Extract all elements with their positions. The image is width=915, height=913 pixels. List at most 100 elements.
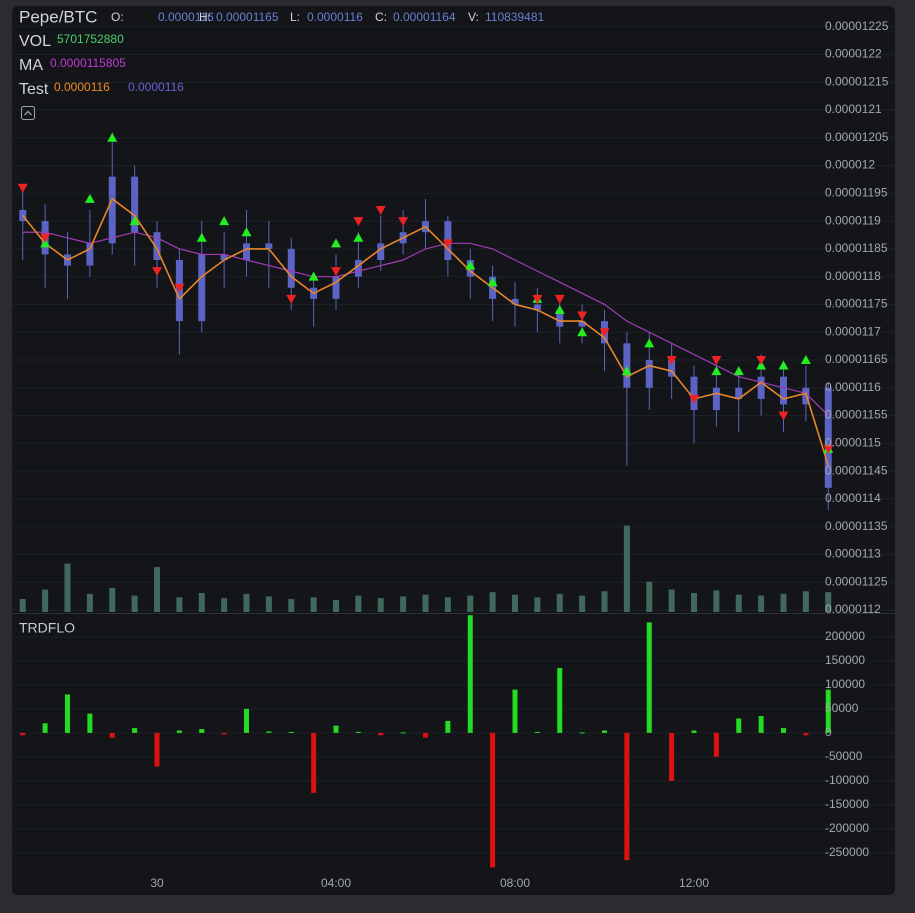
flow-bar <box>20 732 26 736</box>
panel <box>12 6 895 895</box>
sell-signal <box>599 328 610 338</box>
sell-signal <box>152 267 162 277</box>
sell-signal <box>823 444 834 454</box>
ohlcv-value: 110839481 <box>485 10 545 24</box>
y-tick-label: 0.00001175 <box>825 297 888 311</box>
volume-bar <box>601 591 608 612</box>
candle-body <box>131 176 139 233</box>
y-tick-label: 0.00001145 <box>825 463 888 477</box>
legend-ma: MA <box>19 57 43 74</box>
buy-signal <box>353 232 364 242</box>
flow-bar <box>42 723 48 733</box>
y-tick-label: 0.00001165 <box>825 352 888 366</box>
volume-bar <box>154 567 160 612</box>
y-tick-label: 0.0000119 <box>825 213 881 227</box>
y-tick-label: 0 <box>825 725 832 739</box>
flow-bar <box>803 732 809 736</box>
candle-body <box>533 304 541 310</box>
collapse-button[interactable] <box>21 106 35 120</box>
flow-bar <box>288 731 294 733</box>
y-tick-label: -100000 <box>825 773 869 787</box>
flow-bar <box>333 725 339 733</box>
buy-signal <box>107 132 118 142</box>
volume-bar <box>176 597 183 612</box>
y-tick-label: -250000 <box>825 845 869 859</box>
sell-signal <box>554 294 565 304</box>
y-tick-label: 0.0000116 <box>825 380 881 394</box>
flow-bar <box>758 716 764 733</box>
flow-bar <box>423 732 428 738</box>
x-tick-label: 12:00 <box>679 876 709 890</box>
volume-bar <box>64 563 71 612</box>
flow-bar <box>781 728 786 733</box>
y-tick-label: 0.0000118 <box>825 269 881 283</box>
flow-bar <box>602 730 607 733</box>
volume-bar <box>131 595 138 612</box>
flow-bar <box>512 689 518 733</box>
flow-bar <box>445 720 451 733</box>
sell-signal <box>17 183 28 193</box>
sell-signal <box>711 356 722 365</box>
y-tick-label: 200000 <box>825 629 865 643</box>
volume-bar <box>512 594 518 612</box>
y-tick-label: 0.00001155 <box>825 408 888 422</box>
volume-bar <box>691 593 697 612</box>
y-tick-label: -150000 <box>825 797 869 811</box>
marks <box>17 132 834 868</box>
buy-signal <box>487 277 498 287</box>
flow-bar <box>176 730 182 733</box>
volume-bar <box>86 593 93 612</box>
flow-bar <box>199 729 205 733</box>
ohlcv-value: 0.00001164 <box>393 10 456 24</box>
flow-bar <box>154 732 160 767</box>
flow-bar <box>691 730 697 733</box>
volume-bar <box>467 595 474 612</box>
y-tick-label: 0.0000115 <box>825 436 881 450</box>
candle-body <box>86 243 94 266</box>
volume-bar <box>221 598 228 612</box>
flow-bar <box>736 718 742 733</box>
sell-signal <box>174 283 185 293</box>
buy-signal <box>241 227 252 237</box>
line-series <box>22 231 829 416</box>
volume-bar <box>780 593 787 612</box>
legend-vol: VOL <box>19 33 51 50</box>
buy-signal <box>577 327 588 337</box>
candle-body <box>780 376 787 405</box>
candle-body <box>198 254 206 322</box>
volume-bar <box>333 599 339 612</box>
candle-body <box>377 243 385 260</box>
legend-ma-value: 0.0000115805 <box>50 56 126 70</box>
legend-vol-value: 5701752880 <box>57 32 124 46</box>
flow-bar <box>400 732 406 734</box>
buy-signal <box>40 238 51 248</box>
buy-signal <box>465 260 476 270</box>
flow-bar <box>244 708 249 733</box>
buy-signal <box>308 271 319 281</box>
sell-signal <box>689 394 699 404</box>
sell-signal <box>286 294 297 304</box>
ohlcv-value: 0.00001165 <box>216 10 279 24</box>
sell-signal <box>331 267 341 277</box>
y-tick-label: 0.00001225 <box>825 19 889 33</box>
candle-body <box>243 243 250 260</box>
candle-body <box>332 276 340 299</box>
candle-body <box>19 210 27 222</box>
ohlcv-value: 0.0000116 <box>307 10 363 24</box>
buy-signal <box>756 360 767 370</box>
volume-bar <box>668 589 675 612</box>
legend-test-value: 0.0000116 <box>128 80 184 94</box>
flow-bar <box>311 732 317 793</box>
flow-bar <box>669 732 675 781</box>
flow-bar <box>109 732 115 738</box>
candle-body <box>712 387 720 410</box>
volume-bar <box>355 595 362 612</box>
candle-body <box>802 387 810 405</box>
x-tick-label: 30 <box>150 876 164 890</box>
candle-body <box>578 321 586 327</box>
y-tick-label: 150000 <box>825 653 865 667</box>
volume-bar <box>489 592 496 612</box>
buy-signal <box>621 366 632 376</box>
sell-signal <box>666 356 677 365</box>
y-tick-label: 0.0000114 <box>825 491 881 505</box>
